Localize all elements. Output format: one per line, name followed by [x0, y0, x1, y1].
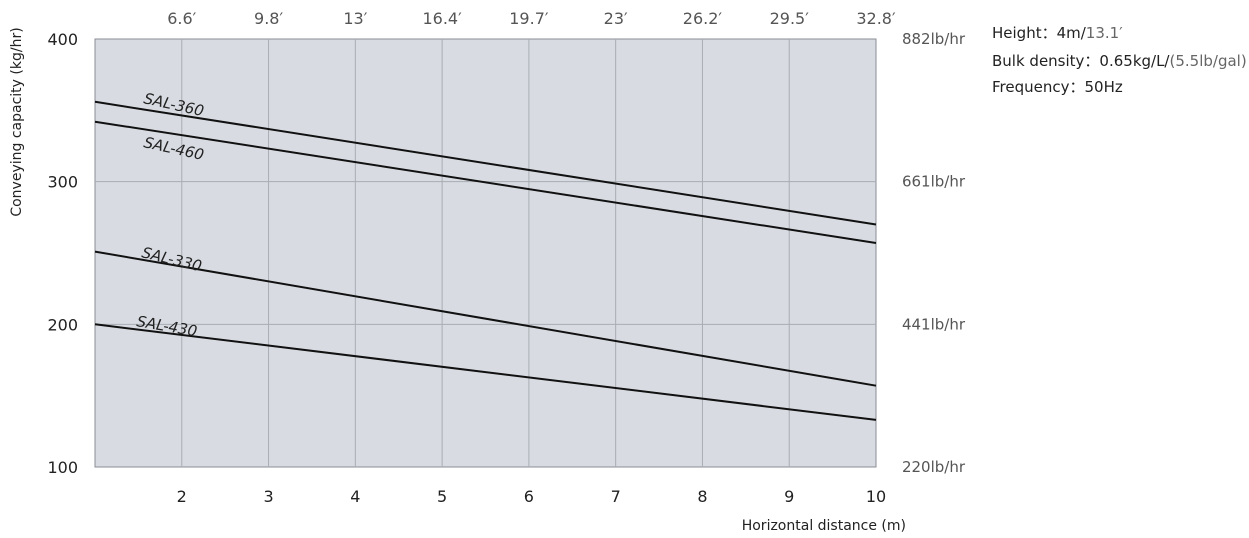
y-tick-label: 200: [47, 315, 78, 334]
x-top-tick-label: 23′: [604, 9, 628, 28]
x-tick-label: 8: [697, 487, 707, 506]
x-top-tick-label: 32.8′: [856, 9, 896, 28]
y-axis-right-ticks: 220lb/hr 441lb/hr 661lb/hr 882lb/hr: [902, 30, 966, 476]
x-tick-label: 3: [263, 487, 273, 506]
x-tick-label: 2: [177, 487, 187, 506]
grid: [95, 39, 876, 467]
info-panel: Height：4m/13.1′ Bulk density：0.65kg/L/(5…: [992, 24, 1247, 96]
x-tick-label: 10: [866, 487, 886, 506]
x-tick-label: 4: [350, 487, 360, 506]
x-top-tick-label: 19.7′: [509, 9, 549, 28]
x-axis-top-ticks: 6.6′ 9.8′ 13′ 16.4′ 19.7′ 23′ 26.2′ 29.5′ 32.8′: [167, 9, 896, 28]
x-tick-label: 9: [784, 487, 794, 506]
x-tick-label: 6: [524, 487, 534, 506]
y-right-tick-label: 220lb/hr: [902, 458, 966, 476]
y-right-tick-label: 661lb/hr: [902, 173, 966, 191]
plot-area: [94, 38, 877, 468]
series-line-sal-460: [94, 120, 877, 244]
frequency-annotation: Frequency：50Hz: [992, 78, 1123, 96]
series-line-sal-430: [94, 323, 877, 421]
y-tick-label: 100: [47, 458, 78, 477]
x-tick-label: 5: [437, 487, 447, 506]
height-annotation: Height：4m/13.1′: [992, 24, 1123, 42]
series-line-sal-330: [94, 250, 877, 387]
x-top-tick-label: 6.6′: [167, 9, 196, 28]
series-line-sal-360: [94, 100, 877, 226]
x-axis-label: Horizontal distance (m): [742, 518, 906, 534]
y-axis-label: Conveying capacity (kg/hr): [9, 27, 25, 216]
x-top-tick-label: 16.4′: [422, 9, 462, 28]
x-top-tick-label: 13′: [343, 9, 367, 28]
x-tick-label: 7: [611, 487, 621, 506]
y-right-tick-label: 882lb/hr: [902, 30, 966, 48]
x-top-tick-label: 26.2′: [683, 9, 723, 28]
x-top-tick-label: 29.5′: [770, 9, 810, 28]
x-axis-ticks: 2 3 4 5 6 7 8 9 10: [177, 487, 886, 506]
y-axis-ticks: 100 200 300 400: [47, 30, 78, 477]
y-right-tick-label: 441lb/hr: [902, 315, 966, 333]
density-annotation: Bulk density：0.65kg/L/(5.5lb/gal): [992, 52, 1247, 70]
y-tick-label: 300: [47, 173, 78, 192]
x-top-tick-label: 9.8′: [254, 9, 283, 28]
y-tick-label: 400: [47, 30, 78, 49]
